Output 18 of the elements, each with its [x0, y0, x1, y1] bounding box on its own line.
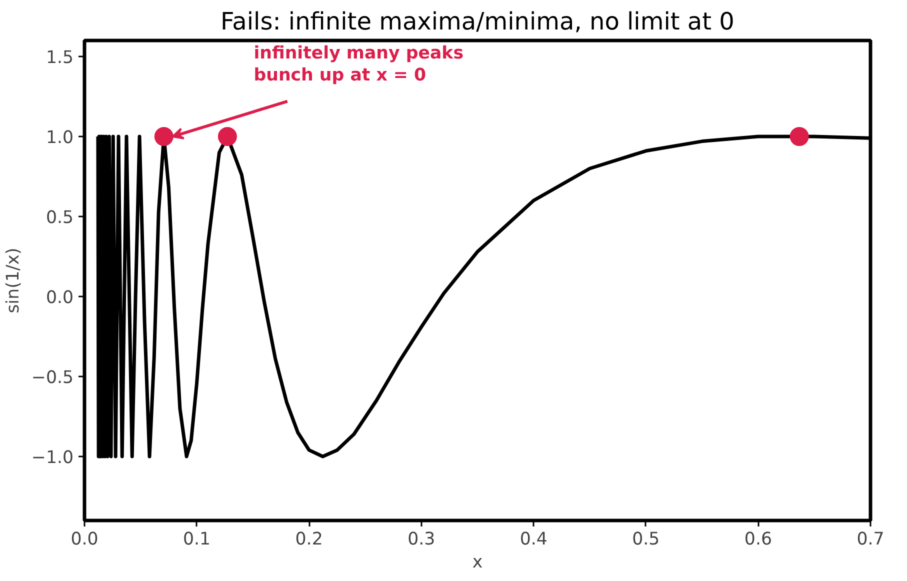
y-tick-label: 0.0 — [46, 288, 74, 308]
x-tick-label: 0.6 — [744, 530, 772, 550]
y-axis-title: sin(1/x) — [3, 248, 24, 314]
x-tick-label: 0.0 — [70, 530, 98, 550]
annotation: infinitely many peaks bunch up at x = 0 — [254, 43, 464, 86]
chart-title: Fails: infinite maxima/minima, no limit at 0 — [220, 8, 734, 36]
y-tick-label: 1.5 — [46, 48, 74, 68]
y-tick-label: 1.0 — [46, 128, 74, 148]
y-tick-label: 0.5 — [46, 208, 74, 228]
x-tick-label: 0.2 — [295, 530, 323, 550]
x-tick-label: 0.3 — [408, 530, 436, 550]
x-tick-label: 0.1 — [183, 530, 211, 550]
y-tick-label: −0.5 — [31, 368, 74, 388]
x-tick-label: 0.5 — [632, 530, 660, 550]
x-axis-title: x — [472, 552, 483, 572]
y-tick-label: −1.0 — [31, 448, 74, 468]
x-tick-label: 0.7 — [856, 530, 884, 550]
x-tick-label: 0.4 — [520, 530, 548, 550]
